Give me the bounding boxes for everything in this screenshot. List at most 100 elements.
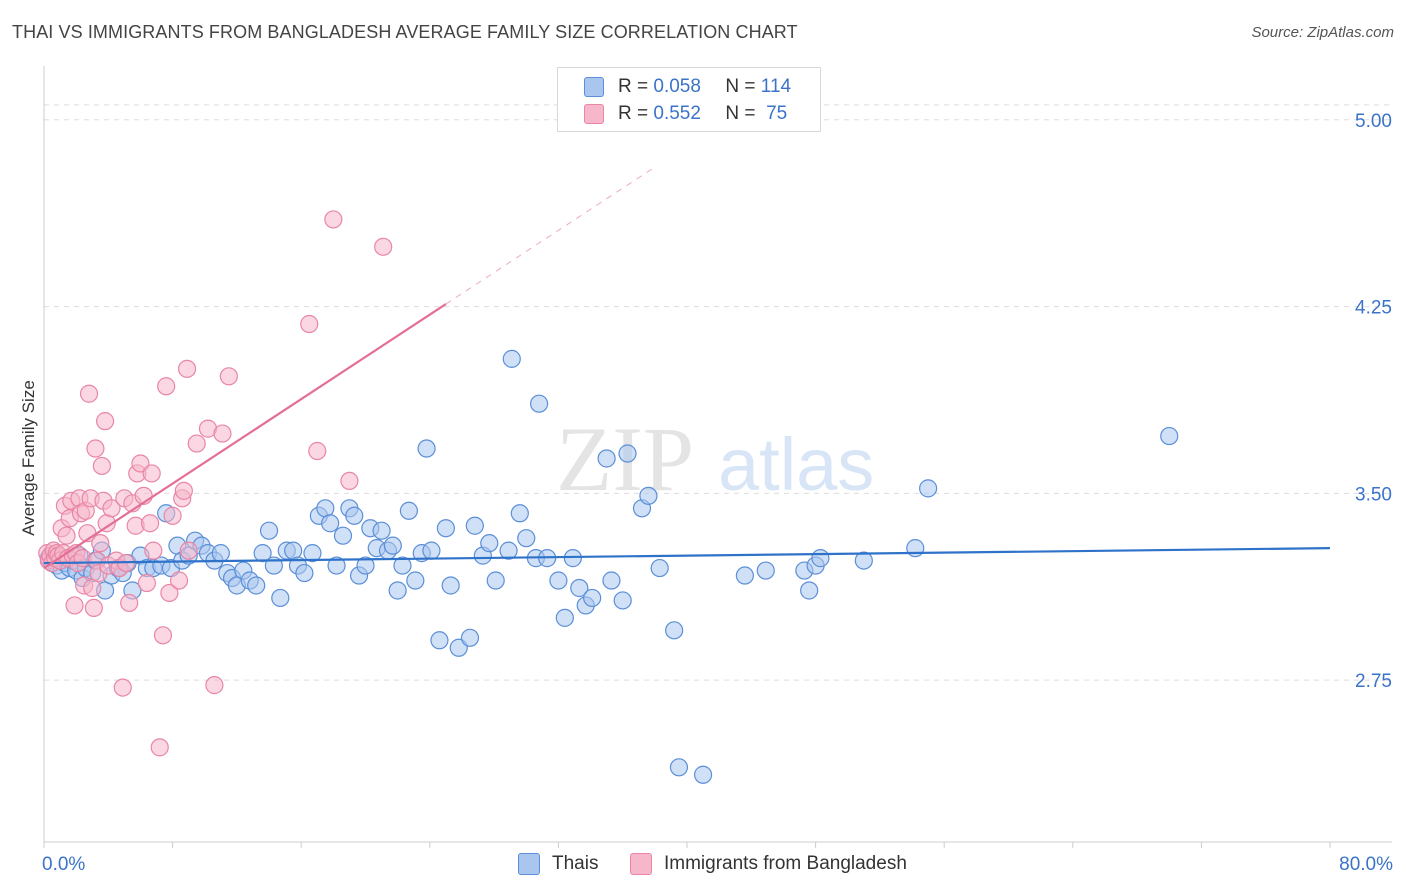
data-point	[144, 541, 163, 560]
data-point	[150, 738, 169, 757]
data-point	[756, 561, 775, 580]
data-point	[169, 571, 189, 590]
data-point	[140, 514, 160, 533]
data-point	[160, 583, 179, 603]
tick-labels: 2.75 3.50 4.25 5.00 0.0% 80.0%	[42, 111, 1393, 875]
data-point	[340, 471, 359, 491]
bangladesh-points	[38, 210, 393, 757]
data-point	[211, 544, 230, 563]
data-point	[324, 210, 343, 229]
bangladesh-trend-extension	[445, 166, 656, 305]
n-label: N =	[725, 76, 756, 97]
data-point	[153, 626, 173, 645]
thai-swatch	[584, 77, 604, 97]
data-point	[113, 678, 132, 697]
legend-item-thais[interactable]: Thais	[518, 853, 598, 875]
bangladesh-trend-line	[43, 303, 447, 569]
data-point	[327, 556, 346, 575]
y-axis-label: Average Family Size	[19, 380, 38, 536]
axes	[43, 66, 1392, 848]
data-point	[460, 628, 480, 647]
thai-trend-line	[43, 547, 1331, 565]
y-tick-label: 4.25	[1355, 298, 1392, 319]
grid-lines	[44, 104, 1392, 681]
thai-legend-swatch	[518, 853, 540, 875]
data-point	[735, 566, 754, 585]
data-point	[693, 765, 713, 784]
thai-r-value: 0.058	[653, 76, 701, 97]
data-point	[854, 551, 873, 570]
data-point	[86, 439, 105, 458]
data-point	[219, 367, 238, 386]
data-point	[356, 556, 375, 575]
data-point	[213, 424, 232, 443]
data-point	[179, 541, 198, 560]
data-point	[177, 359, 197, 378]
bangladesh-legend-swatch	[630, 853, 652, 875]
data-point	[321, 514, 340, 533]
data-point	[618, 444, 637, 463]
data-point	[372, 521, 391, 540]
data-point	[669, 758, 689, 777]
data-point	[639, 486, 658, 505]
data-point	[157, 377, 176, 396]
y-tick-label: 2.75	[1355, 671, 1392, 692]
bangladesh-swatch	[584, 104, 604, 124]
data-point	[247, 576, 266, 595]
legend-item-bangladesh[interactable]: Immigrants from Bangladesh	[630, 853, 907, 875]
data-point	[271, 588, 290, 608]
data-point	[300, 314, 319, 334]
x-tick-label-min: 0.0%	[42, 854, 85, 875]
data-point	[399, 501, 419, 520]
source-label: Source: ZipAtlas.com	[1251, 24, 1394, 41]
data-point	[95, 412, 115, 431]
data-point	[510, 504, 529, 523]
data-point	[499, 541, 518, 560]
stats-legend: R = 0.058 N = 114 R = 0.552 N = 75	[557, 67, 821, 132]
data-point	[811, 549, 830, 568]
y-tick-label: 3.50	[1355, 484, 1392, 505]
data-point	[142, 464, 161, 483]
data-point	[1160, 426, 1179, 446]
data-point	[333, 526, 353, 545]
data-point	[120, 593, 139, 613]
data-point	[480, 534, 499, 553]
bangladesh-legend-label: Immigrants from Bangladesh	[664, 853, 907, 874]
data-point	[517, 529, 536, 548]
data-point	[374, 237, 393, 256]
data-point	[187, 434, 206, 453]
data-point	[800, 581, 819, 600]
data-point	[57, 526, 76, 545]
thai-n-value: 114	[760, 76, 792, 97]
series-legend: Thais Immigrants from Bangladesh	[0, 853, 1406, 877]
data-point	[295, 563, 314, 583]
data-point	[65, 596, 84, 615]
legend-row-bangladesh: R = 0.552 N = 75	[584, 101, 787, 127]
r-label: R =	[618, 103, 649, 124]
data-point	[303, 544, 322, 563]
data-point	[441, 576, 460, 595]
n-label: N =	[725, 103, 756, 124]
data-point	[465, 516, 484, 535]
x-tick-label-max: 80.0%	[1339, 854, 1393, 875]
data-point	[383, 536, 402, 555]
data-point	[92, 456, 111, 476]
data-point	[486, 571, 505, 590]
data-point	[555, 608, 574, 627]
data-point	[502, 349, 521, 368]
legend-row-thais: R = 0.058 N = 114	[584, 74, 791, 100]
data-point	[345, 506, 364, 525]
data-point	[422, 541, 441, 560]
watermark-atlas: atlas	[718, 423, 874, 506]
data-point	[602, 571, 621, 590]
chart-title: THAI VS IMMIGRANTS FROM BANGLADESH AVERA…	[12, 22, 798, 42]
data-point	[406, 571, 425, 590]
data-point	[308, 441, 327, 461]
data-point	[393, 556, 412, 575]
thai-points	[39, 349, 1179, 784]
data-point	[436, 519, 455, 538]
data-point	[417, 439, 436, 458]
data-point	[388, 581, 407, 600]
data-point	[174, 481, 193, 500]
